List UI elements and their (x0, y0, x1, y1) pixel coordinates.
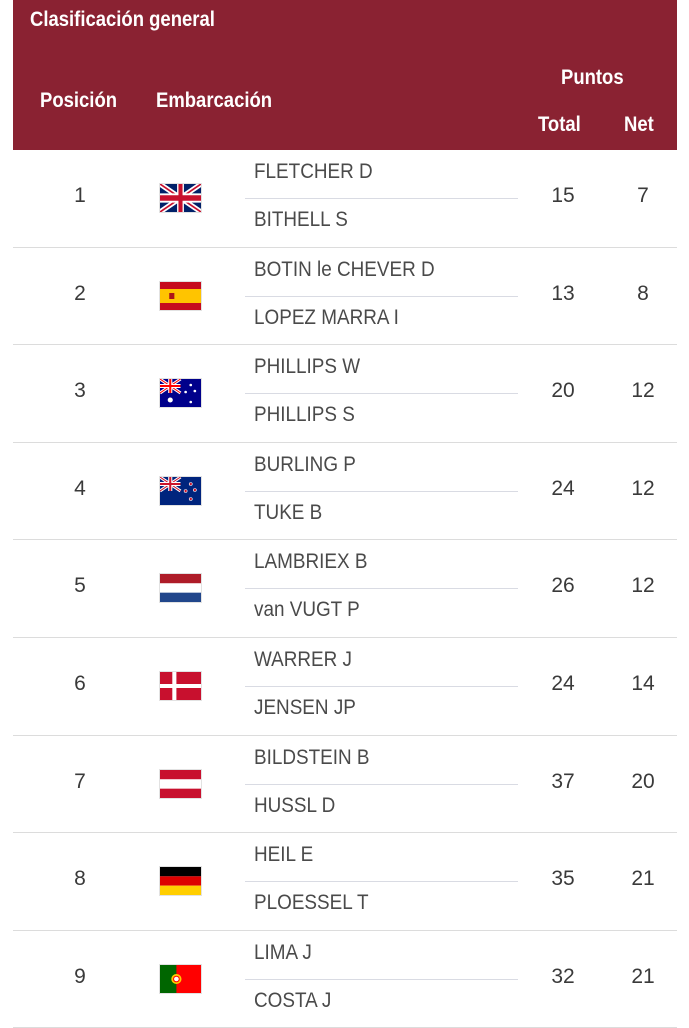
standings-table: Clasificación general Posición Embarcaci… (13, 0, 677, 1028)
sailor-divider (245, 685, 518, 687)
table-row: 1 FLETCHER D BITHELL S 15 7 (13, 150, 677, 248)
rank-value: 1 (74, 184, 86, 207)
netherlands-flag-icon (160, 574, 201, 603)
sailor-name: PHILLIPS S (254, 403, 355, 427)
net-points: 7 (637, 184, 649, 207)
net-points: 20 (631, 769, 655, 793)
sailor-name: WARRER J (254, 647, 353, 671)
table-row: 9 LIMA J COSTA J 32 21 (13, 931, 677, 1028)
total-points: 24 (551, 671, 575, 695)
denmark-flag-icon (160, 671, 201, 700)
column-header-total: Total (538, 113, 581, 136)
germany-flag-icon (160, 867, 201, 896)
australia-flag-icon (160, 379, 201, 408)
sailor-name: van VUGT P (254, 598, 360, 622)
total-points: 37 (551, 769, 575, 793)
austria-flag-icon (160, 769, 201, 798)
net-points: 12 (631, 574, 655, 598)
sailor-name: LAMBRIEX B (254, 550, 368, 574)
net-points: 14 (631, 671, 655, 695)
rank-value: 7 (74, 769, 86, 793)
table-row: 6 WARRER J JENSEN JP 24 14 (13, 638, 677, 736)
table-row: 8 HEIL E PLOESSEL T 35 21 (13, 833, 677, 931)
portugal-flag-icon (160, 964, 201, 993)
rank-value: 5 (74, 574, 86, 598)
total-points: 20 (551, 379, 575, 403)
sailor-divider (245, 393, 518, 395)
sailor-name: LOPEZ MARRA I (254, 305, 399, 329)
great-britain-flag-icon (160, 184, 201, 212)
net-points: 21 (631, 867, 655, 891)
sailor-name: HEIL E (254, 843, 314, 867)
sailor-name: PLOESSEL T (254, 891, 369, 915)
sailor-divider (245, 198, 518, 199)
rank-value: 9 (74, 964, 86, 988)
rank-value: 6 (74, 671, 86, 695)
sailor-name: BURLING P (254, 452, 356, 476)
rank-value: 4 (74, 476, 86, 500)
column-header-position: Posición (40, 89, 118, 112)
sailor-name: TUKE B (254, 500, 323, 524)
rank-value: 8 (74, 867, 86, 891)
sailor-name: BITHELL S (254, 208, 348, 231)
table-row: 4 BURLING P TUKE B 24 12 (13, 443, 677, 541)
table-row: 2 BOTIN le CHEVER D LOPEZ MARRA I 13 8 (13, 248, 677, 346)
column-header-boat: Embarcación (156, 89, 273, 112)
rank-value: 3 (74, 379, 86, 403)
net-points: 12 (631, 379, 655, 403)
sailor-divider (245, 588, 518, 590)
table-row: 7 BILDSTEIN B HUSSL D 37 20 (13, 736, 677, 834)
table-title: Clasificación general (30, 8, 215, 31)
column-header-points: Puntos (561, 66, 624, 89)
sailor-divider (245, 881, 518, 883)
table-row: 3 PHILLIPS W PHILLIPS S 20 12 (13, 345, 677, 443)
sailor-name: HUSSL D (254, 793, 336, 817)
total-points: 26 (551, 574, 575, 598)
sailor-name: FLETCHER D (254, 160, 373, 183)
sailor-name: LIMA J (254, 940, 312, 964)
rank-value: 2 (74, 281, 86, 305)
sailor-divider (245, 783, 518, 785)
sailor-name: BILDSTEIN B (254, 745, 370, 769)
spain-flag-icon (160, 281, 201, 310)
new-zealand-flag-icon (160, 476, 201, 505)
sailor-name: JENSEN JP (254, 695, 356, 719)
net-points: 21 (631, 964, 655, 988)
table-header: Clasificación general Posición Embarcaci… (13, 0, 677, 150)
total-points: 24 (551, 476, 575, 500)
sailor-name: COSTA J (254, 988, 332, 1012)
total-points: 15 (551, 184, 575, 207)
net-points: 8 (637, 281, 649, 305)
net-points: 12 (631, 476, 655, 500)
column-header-net: Net (624, 113, 654, 136)
sailor-divider (245, 978, 518, 980)
sailor-name: PHILLIPS W (254, 355, 361, 379)
total-points: 13 (551, 281, 575, 305)
sailor-divider (245, 490, 518, 492)
sailor-divider (245, 295, 518, 297)
sailor-name: BOTIN le CHEVER D (254, 257, 435, 281)
total-points: 35 (551, 867, 575, 891)
table-row: 5 LAMBRIEX B van VUGT P 26 12 (13, 540, 677, 638)
total-points: 32 (551, 964, 575, 988)
